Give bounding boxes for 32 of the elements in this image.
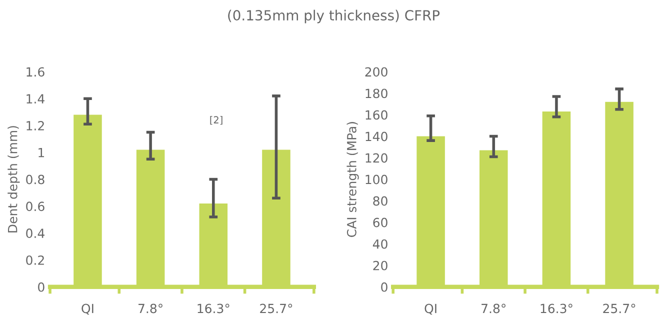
y-tick-label: 40 — [372, 239, 388, 249]
x-tick-label: 16.3° — [540, 304, 572, 314]
y-tick-label: 140 — [366, 132, 388, 142]
y-tick-label: 0.4 — [26, 228, 44, 238]
y-tick-label: 100 — [366, 174, 388, 184]
y-tick-label: 1 — [38, 148, 44, 158]
x-tick-label: 7.8° — [482, 304, 506, 314]
x-tick-label: QI — [424, 304, 436, 315]
x-tick-label: 25.7° — [260, 304, 292, 314]
x-tick-label: QI — [82, 304, 94, 315]
y-tick-label: 20 — [373, 260, 388, 270]
y-tick-label: 1.4 — [26, 94, 44, 104]
y-tick-label: 120 — [366, 153, 388, 163]
y-tick-label: 160 — [366, 110, 388, 120]
y-tick-label: 180 — [366, 88, 388, 98]
x-tick-label: 25.7° — [603, 304, 636, 314]
y-tick-label: 200 — [365, 67, 388, 77]
y-axis-title: CAI strength (MPa) — [346, 122, 359, 237]
y-tick-label: 60 — [373, 218, 388, 228]
chart-title: (0.135mm ply thickness) CFRP — [228, 10, 440, 24]
y-tick-label: 1.2 — [26, 120, 44, 130]
x-tick-label: 16.3° — [198, 304, 230, 314]
annotation: [2] — [210, 116, 222, 125]
y-axis-title: Dent depth (mm) — [8, 126, 20, 232]
y-tick-label: 1.6 — [26, 67, 44, 77]
y-tick-label: 0.2 — [26, 255, 44, 265]
y-tick-label: 0.8 — [26, 174, 44, 184]
y-tick-label: 80 — [373, 196, 388, 206]
y-tick-label: 0.6 — [26, 202, 44, 212]
y-tick-label: 0 — [381, 282, 388, 292]
y-tick-label: 0 — [38, 282, 44, 292]
x-tick-label: 7.8° — [138, 304, 162, 314]
